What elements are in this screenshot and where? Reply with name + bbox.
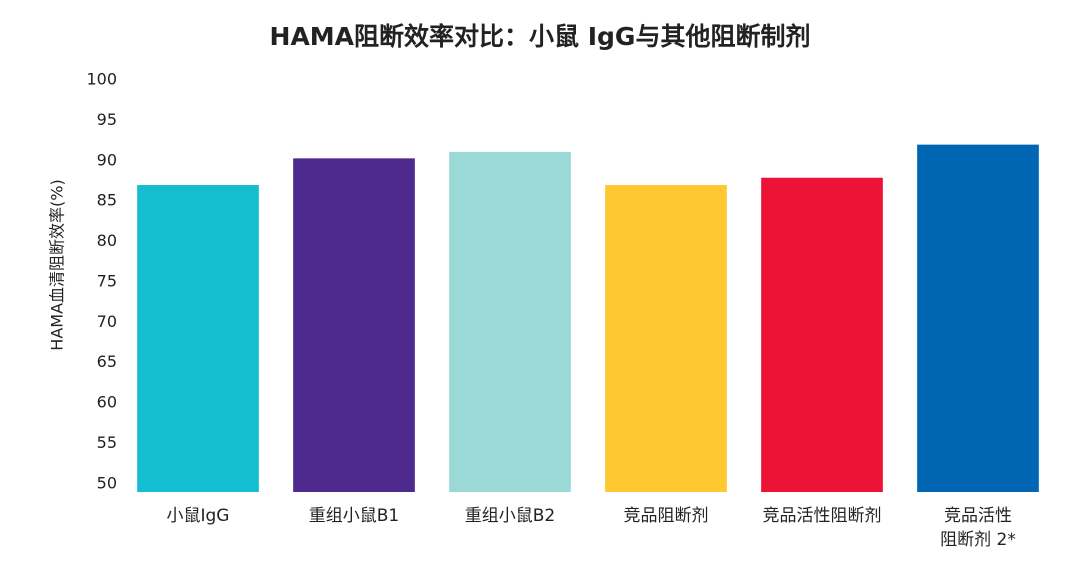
bar <box>605 185 727 493</box>
y-axis-label: HAMA血清阻断效率(%) <box>48 179 67 350</box>
y-tick-label: 90 <box>97 150 117 169</box>
bar <box>761 177 883 492</box>
bar <box>137 185 259 493</box>
y-tick-label: 50 <box>97 473 117 492</box>
y-tick-label: 85 <box>97 191 117 210</box>
bar <box>917 144 1039 493</box>
y-tick-label: 95 <box>97 110 117 129</box>
x-tick-label: 重组小鼠B1 <box>308 506 400 526</box>
y-tick-label: 65 <box>97 352 117 371</box>
bar <box>449 151 571 492</box>
x-tick-label: 小鼠IgG <box>166 506 230 526</box>
x-tick-label: 竞品阻断剂 <box>623 506 709 526</box>
x-tick-label: 竞品活性阻断剂 <box>762 506 882 526</box>
x-tick-label: 竞品活性 阻断剂 2* <box>940 506 1016 550</box>
chart-title: HAMA阻断效率对比：小鼠 IgG与其他阻断制剂 <box>270 22 811 51</box>
y-tick-label: 75 <box>97 271 117 290</box>
y-tick-label: 55 <box>97 433 117 452</box>
y-tick-label: 100 <box>86 70 117 89</box>
y-tick-label: 60 <box>97 393 117 412</box>
y-tick-label: 80 <box>97 231 117 250</box>
y-tick-label: 70 <box>97 312 117 331</box>
bar <box>293 158 415 492</box>
x-tick-label: 重组小鼠B2 <box>464 506 556 526</box>
